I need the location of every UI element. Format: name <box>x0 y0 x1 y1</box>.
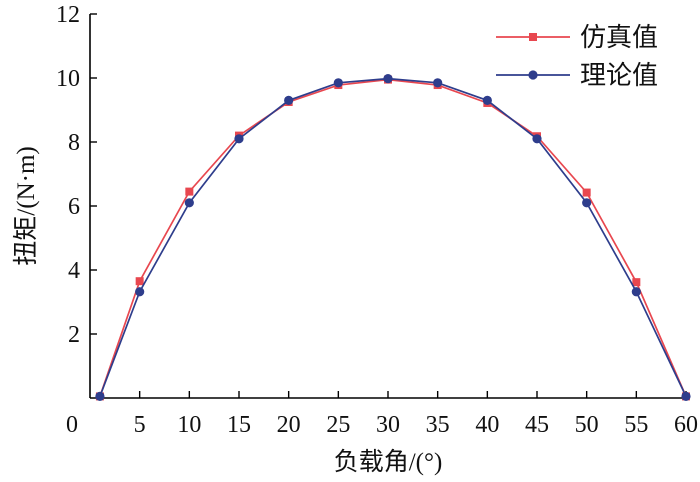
data-point <box>532 134 542 144</box>
y-tick-label: 2 <box>68 322 80 348</box>
x-tick-label: 30 <box>376 412 400 438</box>
y-tick-label: 10 <box>56 66 80 92</box>
data-point <box>333 78 343 88</box>
series-layer <box>95 74 691 401</box>
series-line <box>99 77 687 397</box>
data-point <box>582 198 592 208</box>
data-point <box>482 95 492 105</box>
legend-item: 仿真值 <box>496 23 658 52</box>
y-tick-label: 6 <box>68 194 80 220</box>
y-axis-title: 扭矩/(N·m) <box>12 146 40 265</box>
x-tick-label: 15 <box>227 412 251 438</box>
x-tick-label: 0 <box>66 412 78 438</box>
data-point <box>234 134 244 144</box>
data-point <box>95 391 105 401</box>
data-point <box>284 95 294 105</box>
y-tick-label: 12 <box>56 2 80 28</box>
legend-marker <box>528 70 538 80</box>
legend-marker <box>529 33 537 41</box>
data-point <box>135 277 144 286</box>
data-point <box>632 278 641 287</box>
data-point <box>185 187 194 196</box>
x-tick-label: 55 <box>624 412 648 438</box>
data-point <box>433 78 443 88</box>
x-tick-label: 5 <box>134 412 146 438</box>
legend-label: 理论值 <box>580 61 658 90</box>
data-point <box>135 287 145 297</box>
series-1 <box>95 75 690 401</box>
x-tick-label: 45 <box>525 412 549 438</box>
x-tick-label: 35 <box>426 412 450 438</box>
data-point <box>383 74 393 84</box>
data-point <box>184 198 194 208</box>
x-tick-label: 50 <box>575 412 599 438</box>
x-tick-label: 10 <box>177 412 201 438</box>
x-tick-label: 25 <box>326 412 350 438</box>
x-tick-label: 40 <box>475 412 499 438</box>
data-point <box>681 391 691 401</box>
data-point <box>631 287 641 297</box>
x-tick-label: 60 <box>674 412 698 438</box>
y-ticks: 2 4 6 8 10 12 <box>56 2 97 348</box>
y-tick-label: 4 <box>68 258 80 284</box>
y-tick-label: 8 <box>68 130 80 156</box>
legend-label: 仿真值 <box>580 23 658 52</box>
legend-item: 理论值 <box>496 61 658 90</box>
x-ticks: 0 5 10 15 20 25 30 35 40 45 50 55 60 <box>66 391 698 438</box>
x-axis-title: 负载角/(°) <box>334 448 443 476</box>
series-2 <box>95 74 691 401</box>
data-point <box>582 188 591 197</box>
x-tick-label: 20 <box>277 412 301 438</box>
series-line <box>99 78 687 397</box>
